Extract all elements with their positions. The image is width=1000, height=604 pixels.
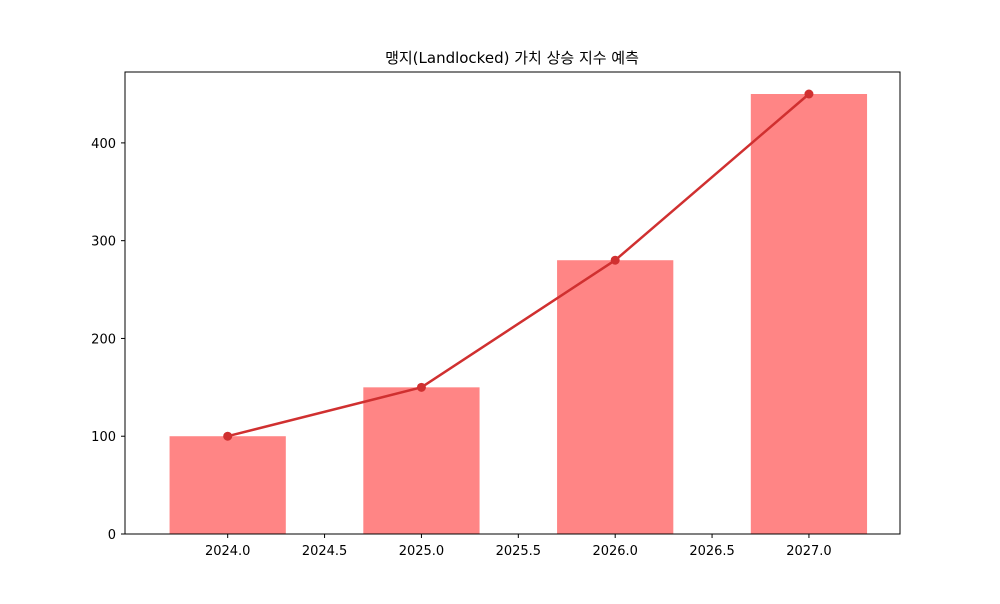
y-tick-label: 300 [91, 235, 116, 250]
bar-2025 [363, 387, 480, 534]
x-tick-label: 2026.0 [592, 544, 638, 559]
y-tick-label: 0 [108, 528, 116, 543]
bar-2026 [557, 260, 674, 534]
x-tick-label: 2025.5 [496, 544, 542, 559]
line-point-2027 [804, 89, 814, 99]
x-tick-label: 2024.0 [205, 544, 251, 559]
line-point-2025 [416, 382, 426, 392]
x-tick-label: 2027.0 [786, 544, 832, 559]
line-point-2026 [610, 255, 620, 265]
x-tick-label: 2025.0 [399, 544, 445, 559]
trend-line [227, 93, 810, 438]
y-tick-label: 200 [91, 332, 116, 347]
bar-2027 [750, 94, 868, 534]
chart-title: 맹지(Landlocked) 가치 상승 지수 예측 [385, 49, 639, 67]
y-tick-label: 100 [91, 430, 116, 445]
x-tick-label: 2026.5 [689, 544, 735, 559]
line-point-2024 [223, 431, 233, 441]
bar-2024 [169, 436, 286, 534]
x-tick-label: 2024.5 [302, 544, 348, 559]
plot-frame [124, 71, 901, 535]
y-tick-label: 400 [91, 137, 116, 152]
